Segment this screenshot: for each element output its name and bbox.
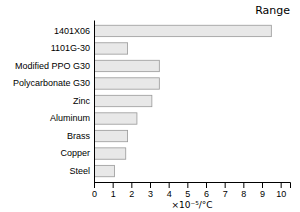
y-tick-label: 1401X06 — [54, 26, 90, 36]
x-tick: 6 — [204, 182, 209, 199]
x-tick-label: 5 — [185, 189, 190, 199]
y-tick: 1401X06 — [54, 26, 94, 36]
x-tick-label: 0 — [92, 189, 97, 199]
x-tick: 7 — [223, 182, 228, 199]
x-tick-label: 9 — [260, 189, 265, 199]
x-axis: 0 1 2 3 4 5 6 7 8 9 10 — [92, 182, 291, 199]
bar — [94, 25, 271, 36]
x-tick-mark — [225, 182, 226, 188]
y-tick: Brass — [67, 131, 94, 141]
y-tick-label: Steel — [69, 166, 90, 176]
plot: 0 1 2 3 4 5 6 7 8 9 10 Steel Copper Brass Aluminum Zinc… — [13, 21, 291, 200]
x-tick: 10 — [276, 182, 286, 199]
x-axis-line — [95, 183, 291, 189]
x-tick-mark — [150, 182, 151, 188]
x-tick-label: 7 — [223, 189, 228, 199]
x-axis-title: ×10⁻⁵/°C — [171, 200, 212, 210]
bars — [94, 25, 271, 176]
bar — [94, 113, 137, 124]
y-axis-line — [94, 21, 95, 183]
x-tick: 8 — [241, 182, 246, 199]
y-tick-label: Polycarbonate G30 — [13, 78, 90, 88]
x-tick-label: 6 — [204, 189, 209, 199]
y-tick-label: Brass — [67, 131, 91, 141]
y-tick: Polycarbonate G30 — [13, 78, 94, 88]
y-axis: Steel Copper Brass Aluminum Zinc Polycarbonat… — [13, 21, 95, 183]
y-tick: Zinc — [73, 96, 94, 106]
x-tick: 2 — [129, 182, 134, 199]
y-tick: Steel — [69, 166, 94, 176]
x-tick-mark — [169, 182, 170, 188]
y-tick: Aluminum — [50, 113, 94, 123]
x-tick-mark — [262, 182, 263, 188]
x-tick-mark — [113, 182, 114, 188]
bar — [94, 95, 152, 106]
bar — [94, 148, 126, 159]
x-tick-mark — [243, 182, 244, 188]
x-tick: 0 — [92, 182, 97, 199]
y-tick-label: Modified PPO G30 — [15, 61, 90, 71]
x-tick: 9 — [260, 182, 265, 199]
x-tick: 5 — [185, 182, 190, 199]
title: Range — [255, 4, 290, 17]
bar — [94, 130, 128, 141]
y-tick-label: Zinc — [73, 96, 91, 106]
x-tick-label: 2 — [129, 189, 134, 199]
x-tick-label: 1 — [111, 189, 116, 199]
x-tick-mark — [187, 182, 188, 188]
x-tick-mark — [131, 182, 132, 188]
bar — [94, 165, 115, 176]
chart: 0 1 2 3 4 5 6 7 8 9 10 Steel Copper Brass Aluminum Zinc… — [0, 0, 300, 212]
bar — [94, 78, 159, 89]
bar — [94, 43, 128, 54]
y-tick: Copper — [60, 148, 94, 158]
y-tick-label: 1101G-30 — [51, 43, 90, 53]
x-tick-label: 3 — [148, 189, 153, 199]
y-tick-label: Aluminum — [50, 113, 90, 123]
x-tick-mark — [94, 182, 95, 188]
bar — [94, 60, 159, 71]
x-tick: 4 — [167, 182, 172, 199]
x-tick-label: 8 — [241, 189, 246, 199]
y-tick-label: Copper — [60, 148, 90, 158]
x-tick-mark — [281, 182, 282, 188]
x-tick: 1 — [111, 182, 116, 199]
x-tick-label: 4 — [167, 189, 172, 199]
x-tick-mark — [206, 182, 207, 188]
x-tick-label: 10 — [276, 189, 286, 199]
x-tick: 3 — [148, 182, 153, 199]
y-tick: 1101G-30 — [51, 43, 94, 53]
y-tick: Modified PPO G30 — [15, 61, 94, 71]
